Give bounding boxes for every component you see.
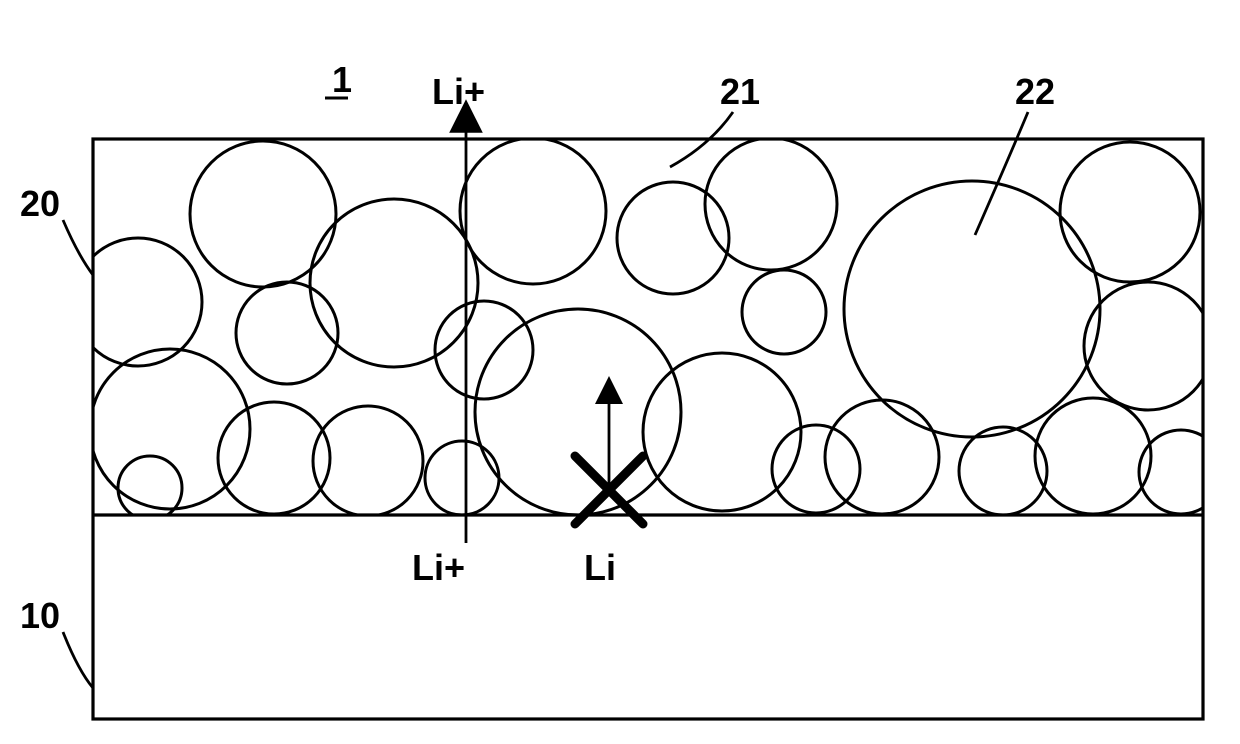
- outer-rect: [93, 139, 1203, 719]
- leader-10: [63, 632, 93, 688]
- particle-circle: [118, 456, 182, 520]
- particle-circle: [959, 427, 1047, 515]
- particle-circle: [1060, 142, 1200, 282]
- particle-circle: [1139, 430, 1223, 514]
- particle-circle: [460, 138, 606, 284]
- label-figure-1: 1: [332, 59, 352, 100]
- particle-circle: [435, 301, 533, 399]
- leader-22: [975, 112, 1028, 235]
- particle-circle: [742, 270, 826, 354]
- particle-circle: [617, 182, 729, 294]
- diagram-canvas: 1 Li+ Li+ Li 20 10 21 22: [0, 0, 1240, 744]
- particle-circle: [705, 138, 837, 270]
- particle-circle: [425, 441, 499, 515]
- particle-layer: [74, 138, 1223, 520]
- particle-circle: [1084, 282, 1212, 410]
- particle-circle: [475, 309, 681, 515]
- label-li-plus-bottom: Li+: [412, 547, 465, 588]
- label-li-plus-top: Li+: [432, 71, 485, 112]
- particle-circle: [190, 141, 336, 287]
- leader-20: [63, 220, 93, 275]
- label-22: 22: [1015, 71, 1055, 112]
- particle-circle: [1035, 398, 1151, 514]
- particle-circle: [825, 400, 939, 514]
- label-li-bottom: Li: [584, 547, 616, 588]
- label-20: 20: [20, 183, 60, 224]
- label-21: 21: [720, 71, 760, 112]
- particle-circle: [772, 425, 860, 513]
- particle-circle: [236, 282, 338, 384]
- particle-circle: [310, 199, 478, 367]
- label-10: 10: [20, 595, 60, 636]
